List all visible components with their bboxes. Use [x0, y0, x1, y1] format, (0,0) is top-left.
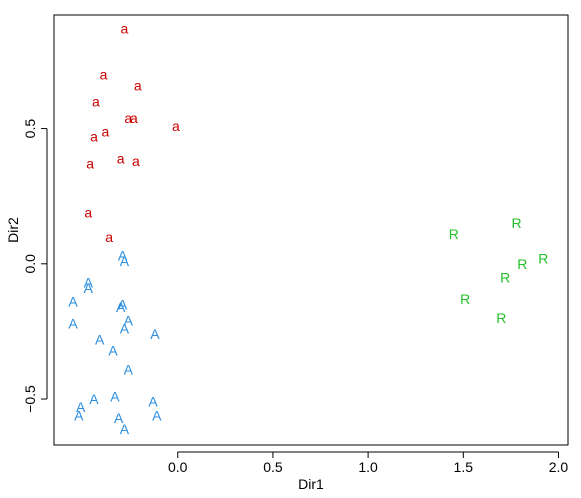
data-point-A: A [95, 332, 105, 348]
x-axis: 0.0 0.5 1.0 1.5 2.0 [168, 451, 569, 475]
data-point-a: a [100, 66, 108, 82]
data-point-a: a [134, 77, 142, 93]
x-tick-label: 2.0 [549, 459, 569, 475]
x-axis-label: Dir1 [298, 476, 324, 492]
y-tick-label: 0.5 [22, 119, 38, 139]
plot-frame [53, 14, 569, 446]
data-point-A: A [68, 315, 78, 331]
data-point-A: A [89, 391, 99, 407]
data-point-a: a [86, 156, 94, 172]
data-point-a: a [105, 229, 113, 245]
y-axis: −0.5 0.0 0.5 [22, 119, 48, 413]
y-tick-label: 0.0 [22, 254, 38, 274]
data-point-a: a [84, 204, 92, 220]
data-point-a: a [172, 118, 180, 134]
x-tick-label: 1.0 [358, 459, 378, 475]
data-point-A: A [120, 321, 130, 337]
y-tick-label: −0.5 [22, 385, 38, 413]
data-point-A: A [68, 294, 78, 310]
data-point-A: A [118, 296, 128, 312]
data-point-A: A [120, 421, 130, 437]
data-point-A: A [150, 326, 160, 342]
data-point-R: R [517, 256, 527, 272]
y-axis-label: Dir2 [5, 217, 21, 243]
data-point-A: A [152, 407, 162, 423]
data-point-R: R [500, 269, 510, 285]
data-point-a: a [130, 110, 138, 126]
data-point-A: A [84, 275, 94, 291]
data-point-A: A [84, 280, 94, 296]
data-point-A: A [120, 253, 130, 269]
data-point-A: A [108, 342, 118, 358]
data-point-R: R [496, 310, 506, 326]
data-point-R: R [449, 226, 459, 242]
data-point-A: A [110, 388, 120, 404]
data-point-A: A [116, 299, 126, 315]
data-point-A: A [124, 361, 134, 377]
data-point-a: a [102, 123, 110, 139]
data-point-R: R [512, 215, 522, 231]
data-point-A: A [76, 399, 86, 415]
data-point-A: A [118, 248, 128, 264]
data-point-R: R [460, 291, 470, 307]
data-point-a: a [117, 150, 125, 166]
data-point-a: a [90, 129, 98, 145]
data-point-R: R [538, 250, 548, 266]
data-point-a: a [121, 21, 129, 37]
data-point-A: A [114, 410, 124, 426]
data-point-A: A [148, 394, 158, 410]
x-tick-label: 1.5 [454, 459, 474, 475]
x-tick-label: 0.5 [263, 459, 283, 475]
data-point-a: a [124, 110, 132, 126]
x-tick-label: 0.0 [168, 459, 188, 475]
data-point-A: A [124, 313, 134, 329]
data-point-a: a [132, 153, 140, 169]
data-point-a: a [92, 94, 100, 110]
data-point-A: A [74, 407, 84, 423]
